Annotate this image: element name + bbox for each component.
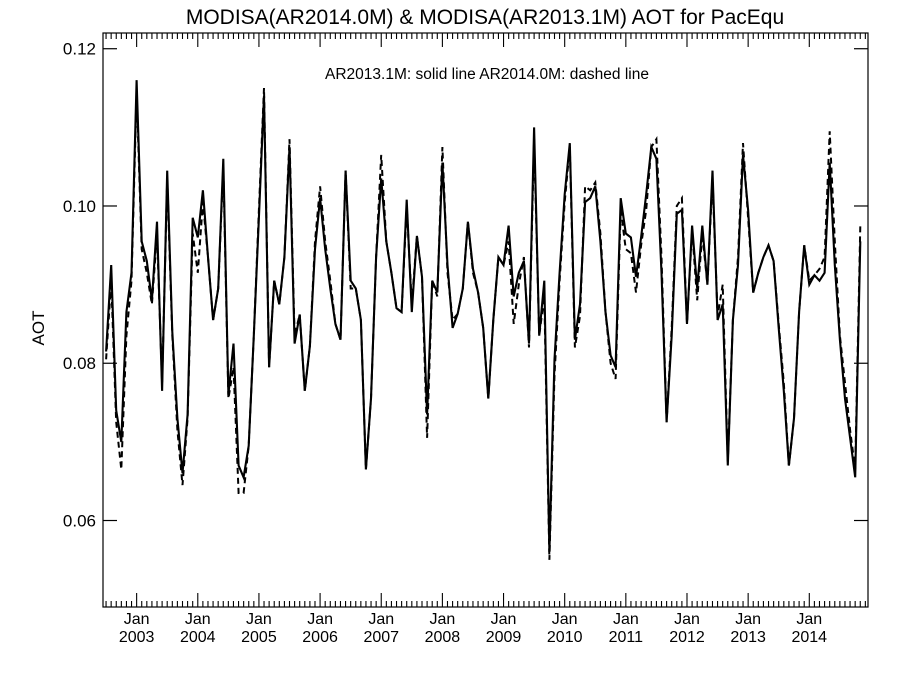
plot-axes: 0.060.080.100.12Jan2003Jan2004Jan2005Jan… (63, 33, 868, 646)
x-tick-label-month: Jan (124, 611, 150, 628)
x-tick-label-month: Jan (674, 611, 700, 628)
y-tick-label: 0.06 (63, 512, 96, 531)
x-tick-label-year: 2008 (425, 629, 461, 646)
x-tick-label-year: 2003 (119, 629, 155, 646)
series-line-ar2013-1m (105, 80, 862, 553)
x-tick-label-month: Jan (246, 611, 272, 628)
x-tick-label-year: 2007 (363, 629, 399, 646)
x-tick-label-year: 2006 (302, 629, 338, 646)
chart-title: MODISA(AR2014.0M) & MODISA(AR2013.1M) AO… (186, 6, 784, 29)
plot-frame (102, 32, 869, 608)
x-tick-label-month: Jan (552, 611, 578, 628)
x-tick-label-year: 2013 (730, 629, 766, 646)
x-tick-label-month: Jan (368, 611, 394, 628)
x-tick-label-month: Jan (185, 611, 211, 628)
x-tick-label-year: 2010 (547, 629, 583, 646)
x-tick-label-year: 2009 (486, 629, 522, 646)
x-tick-label-month: Jan (796, 611, 822, 628)
x-tick-label-month: Jan (429, 611, 455, 628)
x-tick-label-year: 2005 (241, 629, 277, 646)
x-tick-label-year: 2014 (791, 629, 827, 646)
y-axis-label: AOT (29, 311, 48, 346)
series-line-ar2014-0m (105, 87, 862, 560)
y-tick-label: 0.08 (63, 354, 96, 373)
x-tick-label-month: Jan (491, 611, 517, 628)
series-layer (105, 80, 862, 560)
y-tick-label: 0.12 (63, 40, 96, 59)
x-tick-label-month: Jan (613, 611, 639, 628)
x-tick-label-year: 2011 (609, 629, 644, 646)
x-tick-label-year: 2004 (180, 629, 216, 646)
x-tick-label-month: Jan (735, 611, 761, 628)
x-tick-label-month: Jan (307, 611, 333, 628)
y-tick-label: 0.10 (63, 197, 96, 216)
x-tick-label-year: 2012 (669, 629, 705, 646)
legend-annotation: AR2013.1M: solid line AR2014.0M: dashed … (325, 66, 649, 83)
